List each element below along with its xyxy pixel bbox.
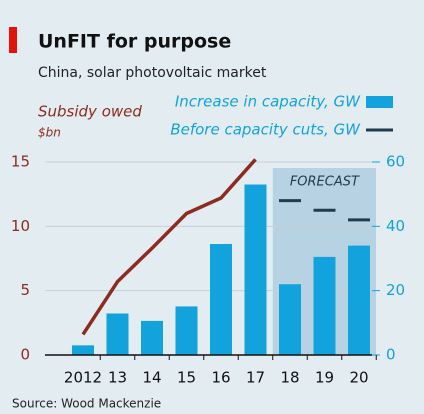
x-tick-label: 15 xyxy=(177,369,196,387)
x-tick-label: 20 xyxy=(349,369,368,387)
bar xyxy=(175,306,198,355)
bar xyxy=(244,184,267,355)
bar xyxy=(72,345,94,355)
x-tick-label: 16 xyxy=(211,369,230,387)
bar xyxy=(141,320,163,355)
left-axis-unit: $bn xyxy=(38,126,61,140)
bar xyxy=(106,313,129,355)
forecast-label: FORECAST xyxy=(290,175,360,190)
chart-subtitle: China, solar photovoltaic market xyxy=(38,65,267,81)
y2-tick-label: 40 xyxy=(386,217,405,235)
x-tick-label: 14 xyxy=(142,369,161,387)
source: Source: Wood Mackenzie xyxy=(12,397,161,411)
chart-title: UnFIT for purpose xyxy=(38,31,231,53)
left-axis-label: Subsidy owed xyxy=(38,103,142,121)
x-tick-label: 17 xyxy=(246,369,265,387)
y-tick-label: 10 xyxy=(11,217,30,235)
x-tick-label: 18 xyxy=(280,369,299,387)
legend-label: Increase in capacity, GW xyxy=(175,93,361,111)
bar xyxy=(279,284,301,355)
line xyxy=(81,158,257,336)
bar xyxy=(348,245,370,355)
bar xyxy=(313,256,336,355)
red-tag xyxy=(9,27,17,53)
x-tick-label: 13 xyxy=(108,369,127,387)
y-tick-label: 0 xyxy=(20,346,30,364)
y-tick-label: 5 xyxy=(20,281,30,299)
y2-tick-label: 20 xyxy=(386,281,405,299)
y2-tick-label: 60 xyxy=(386,153,405,171)
legend-label: Before capacity cuts, GW xyxy=(170,121,361,139)
y2-tick-label: 0 xyxy=(386,346,396,364)
x-tick-label: 19 xyxy=(315,369,334,387)
x-tick-label: 2012 xyxy=(64,369,102,387)
y-tick-label: 15 xyxy=(11,153,30,171)
bar xyxy=(210,244,232,355)
legend-swatch xyxy=(366,96,393,108)
